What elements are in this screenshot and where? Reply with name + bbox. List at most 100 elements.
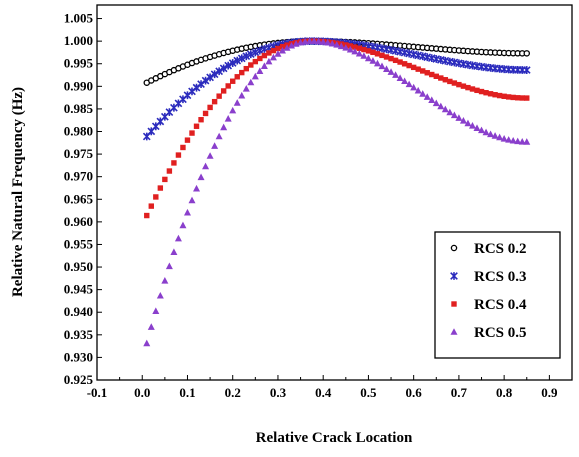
data-point: [228, 59, 237, 67]
data-point: [233, 56, 242, 65]
data-point: [388, 55, 394, 62]
data-point: [482, 128, 490, 136]
data-point: [515, 95, 521, 101]
data-point: [315, 37, 323, 45]
data-point: [405, 80, 413, 88]
data-point: [505, 136, 513, 143]
data-point: [283, 44, 291, 51]
data-point: [319, 38, 327, 45]
data-point: [175, 152, 182, 158]
data-point: [419, 90, 427, 97]
data-point: [438, 75, 444, 81]
data-point: [333, 41, 341, 48]
data-point: [147, 323, 155, 330]
data-point: [198, 117, 204, 123]
data-point: [188, 87, 196, 96]
data-point: [211, 98, 218, 105]
data-point: [469, 86, 476, 92]
data-point: [429, 71, 435, 78]
data-point: [370, 49, 376, 56]
y-tick-label: 0.935: [64, 327, 94, 342]
data-point: [361, 46, 367, 53]
data-point: [478, 88, 485, 95]
data-point: [275, 45, 281, 52]
data-point: [414, 86, 422, 94]
legend-label: RCS 0.2: [474, 241, 527, 257]
data-point: [207, 104, 213, 111]
data-point: [193, 123, 200, 129]
y-tick-label: 0.925: [64, 372, 94, 387]
data-point: [491, 132, 499, 139]
data-point: [392, 57, 399, 64]
legend: RCS 0.2 RCS 0.3 RCS 0.4 RCS 0.5: [434, 231, 561, 359]
data-point: [352, 44, 358, 50]
x-tick-label: 0.0: [134, 385, 150, 400]
data-point: [392, 71, 400, 78]
data-point: [464, 119, 472, 127]
y-tick-label: 0.975: [64, 146, 94, 161]
data-point: [224, 61, 233, 70]
data-point: [279, 43, 286, 50]
data-point: [193, 184, 201, 192]
data-point: [260, 62, 268, 69]
data-point: [269, 53, 277, 61]
data-point: [522, 66, 531, 74]
data-point: [346, 45, 354, 53]
data-point: [328, 39, 336, 47]
y-tick-label: 1.000: [64, 33, 93, 48]
data-point: [410, 64, 417, 71]
data-point: [219, 64, 228, 73]
data-point: [369, 57, 377, 64]
data-point: [252, 58, 259, 65]
data-point: [215, 132, 223, 140]
data-point: [487, 91, 494, 97]
data-point: [238, 91, 246, 99]
data-point: [220, 123, 228, 131]
data-point: [247, 78, 255, 86]
data-point: [387, 68, 395, 75]
data-point: [356, 45, 363, 51]
data-point: [478, 126, 486, 134]
data-point: [274, 50, 282, 57]
legend-label: RCS 0.4: [474, 297, 527, 313]
data-point: [184, 137, 191, 143]
y-tick-label: 0.990: [64, 78, 93, 93]
data-point: [433, 73, 439, 79]
data-point: [265, 57, 273, 65]
data-point: [201, 76, 210, 85]
data-point: [255, 46, 264, 55]
y-tick-label: 0.985: [64, 101, 94, 116]
data-point: [220, 88, 227, 94]
x-tick-label: 0.9: [541, 385, 558, 400]
data-point: [459, 116, 467, 124]
data-point: [397, 59, 403, 65]
data-point: [152, 307, 160, 314]
data-point: [179, 221, 187, 229]
data-point: [500, 134, 508, 142]
data-point: [468, 122, 476, 129]
y-tick-label: 0.930: [64, 349, 93, 364]
data-point: [415, 66, 421, 72]
data-point: [383, 54, 390, 60]
data-point: [216, 93, 222, 99]
data-point: [234, 74, 240, 80]
y-tick-label: 0.980: [64, 124, 93, 139]
data-point: [251, 48, 260, 57]
x-axis-title: Relative Crack Location: [256, 430, 413, 446]
data-point: [487, 130, 495, 138]
data-point: [306, 37, 314, 45]
data-point: [524, 95, 530, 101]
data-point: [396, 74, 404, 81]
data-point: [225, 83, 231, 89]
data-point: [197, 173, 205, 181]
data-point: [501, 93, 507, 100]
y-tick-label: 0.960: [64, 214, 93, 229]
data-point: [337, 42, 345, 50]
data-point: [143, 339, 151, 347]
data-point: [505, 94, 512, 100]
data-point: [229, 106, 237, 114]
legend-marker-triangle: [450, 328, 458, 335]
data-point: [364, 54, 372, 62]
data-point: [324, 38, 332, 46]
